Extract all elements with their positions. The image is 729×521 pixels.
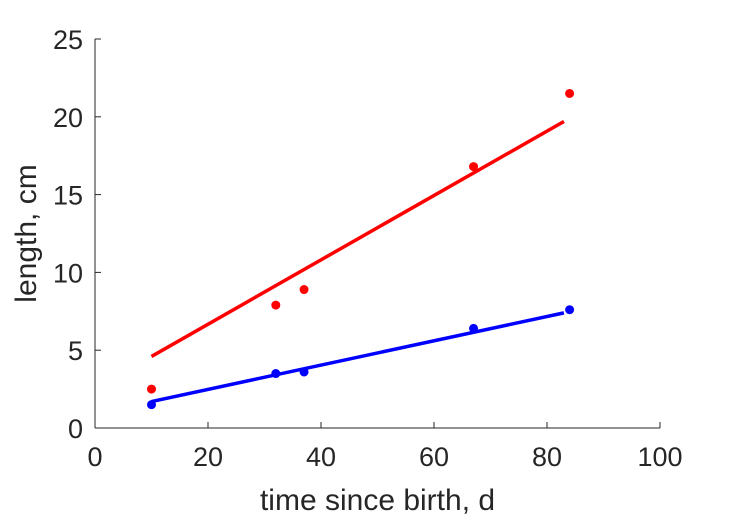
x-tick-label: 80 (532, 442, 562, 472)
data-point (299, 285, 309, 295)
y-tick-label: 25 (53, 25, 83, 55)
series-1 (147, 88, 575, 394)
x-tick-label: 0 (87, 442, 102, 472)
y-tick-label: 10 (53, 258, 83, 288)
data-point (565, 88, 575, 98)
data-point (271, 300, 281, 310)
chart-axes (94, 39, 660, 429)
fit-line (151, 311, 565, 404)
x-tick-label: 40 (306, 442, 336, 472)
x-axis-label: time since birth, d (260, 484, 495, 517)
data-point (565, 305, 575, 315)
chart-series (147, 88, 575, 410)
fit-line (150, 119, 565, 358)
data-point (299, 367, 309, 377)
chart-ticks: 0 20 40 60 80 100 0 5 10 15 20 25 (53, 25, 683, 472)
y-axis-label: length, cm (10, 164, 43, 302)
y-tick-label: 0 (68, 414, 83, 444)
data-point (469, 323, 479, 333)
data-point (271, 369, 281, 379)
data-point (469, 162, 479, 172)
data-point (147, 384, 156, 394)
y-tick-label: 20 (53, 103, 83, 133)
data-point (147, 400, 156, 410)
y-tick-label: 5 (68, 336, 83, 366)
y-tick-label: 15 (53, 181, 83, 211)
series-2 (147, 305, 575, 410)
x-tick-label: 60 (419, 442, 449, 472)
x-tick-label: 20 (193, 442, 223, 472)
x-tick-label: 100 (637, 442, 682, 472)
